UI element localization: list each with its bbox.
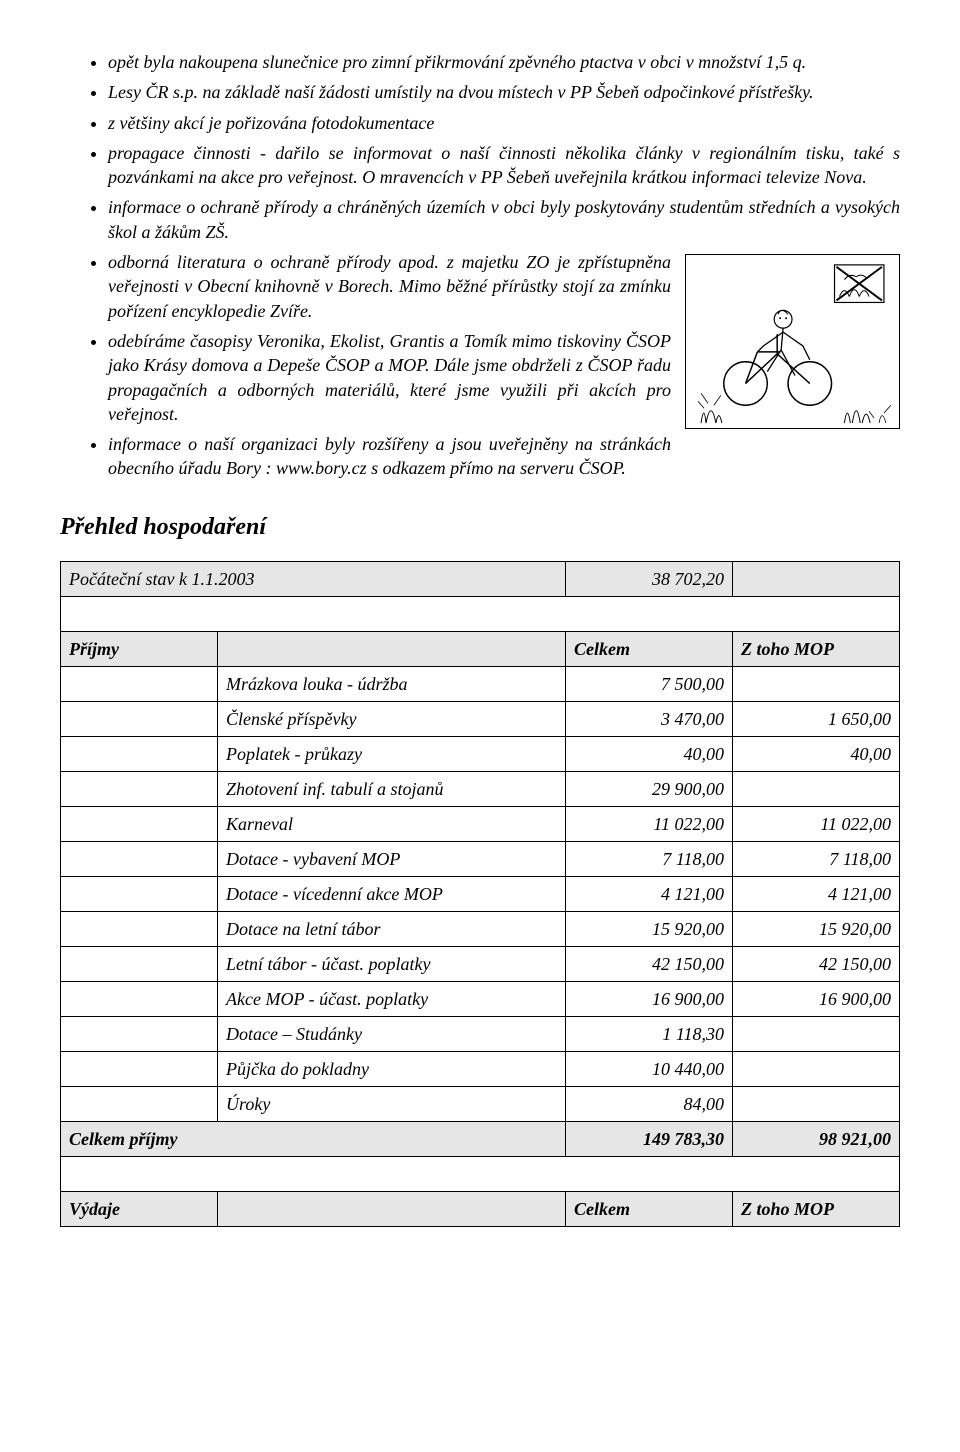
opening-label: Počáteční stav k 1.1.2003 <box>61 562 566 597</box>
row-empty <box>61 667 218 702</box>
row-empty <box>61 1087 218 1122</box>
row-empty <box>61 877 218 912</box>
row-empty <box>61 1017 218 1052</box>
row-value: 7 118,00 <box>566 842 733 877</box>
table-row: Zhotovení inf. tabulí a stojanů 29 900,0… <box>61 772 900 807</box>
row-mop: 7 118,00 <box>733 842 900 877</box>
row-value: 16 900,00 <box>566 982 733 1017</box>
table-row: Členské příspěvky 3 470,00 1 650,00 <box>61 702 900 737</box>
row-value: 84,00 <box>566 1087 733 1122</box>
table-row: Akce MOP - účast. poplatky 16 900,00 16 … <box>61 982 900 1017</box>
row-empty <box>61 737 218 772</box>
table-row: Úroky 84,00 <box>61 1087 900 1122</box>
row-label: Dotace - vybavení MOP <box>218 842 566 877</box>
row-mop: 42 150,00 <box>733 947 900 982</box>
table-row: Karneval 11 022,00 11 022,00 <box>61 807 900 842</box>
row-mop: 16 900,00 <box>733 982 900 1017</box>
row-value: 4 121,00 <box>566 877 733 912</box>
table-row: Letní tábor - účast. poplatky 42 150,00 … <box>61 947 900 982</box>
bullet-item: z většiny akcí je pořizována fotodokumen… <box>108 111 900 135</box>
row-mop <box>733 1017 900 1052</box>
bullet-item: propagace činnosti - dařilo se informova… <box>108 141 900 190</box>
row-value: 11 022,00 <box>566 807 733 842</box>
row-mop <box>733 1087 900 1122</box>
income-header-c: Celkem <box>566 632 733 667</box>
income-header-b <box>218 632 566 667</box>
income-total-c: 149 783,30 <box>566 1122 733 1157</box>
expense-header-a: Výdaje <box>61 1192 218 1227</box>
bullet-item: informace o ochraně přírody a chráněných… <box>108 195 900 244</box>
row-mop <box>733 667 900 702</box>
opening-value: 38 702,20 <box>566 562 733 597</box>
finance-table: Počáteční stav k 1.1.2003 38 702,20 Příj… <box>60 561 900 1227</box>
row-value: 1 118,30 <box>566 1017 733 1052</box>
illustration-cyclist-with-plants-and-no-picking-sign <box>685 254 900 429</box>
income-total-d: 98 921,00 <box>733 1122 900 1157</box>
row-mop: 11 022,00 <box>733 807 900 842</box>
bullet-item: informace o naší organizaci byly rozšíře… <box>108 432 900 481</box>
row-label: Půjčka do pokladny <box>218 1052 566 1087</box>
row-label: Letní tábor - účast. poplatky <box>218 947 566 982</box>
row-label: Dotace - vícedenní akce MOP <box>218 877 566 912</box>
row-label: Karneval <box>218 807 566 842</box>
income-header-a: Příjmy <box>61 632 218 667</box>
row-label: Akce MOP - účast. poplatky <box>218 982 566 1017</box>
bullet-list: opět byla nakoupena slunečnice pro zimní… <box>60 50 900 481</box>
row-mop: 15 920,00 <box>733 912 900 947</box>
row-value: 40,00 <box>566 737 733 772</box>
row-value: 15 920,00 <box>566 912 733 947</box>
row-value: 10 440,00 <box>566 1052 733 1087</box>
row-mop: 1 650,00 <box>733 702 900 737</box>
row-empty <box>61 807 218 842</box>
bullet-item: opět byla nakoupena slunečnice pro zimní… <box>108 50 900 74</box>
income-total-label: Celkem příjmy <box>61 1122 566 1157</box>
row-empty <box>61 912 218 947</box>
row-value: 3 470,00 <box>566 702 733 737</box>
table-row: Půjčka do pokladny 10 440,00 <box>61 1052 900 1087</box>
row-empty <box>61 842 218 877</box>
row-mop: 40,00 <box>733 737 900 772</box>
row-value: 29 900,00 <box>566 772 733 807</box>
opening-empty <box>733 562 900 597</box>
row-label: Členské příspěvky <box>218 702 566 737</box>
table-row: Dotace - vícedenní akce MOP 4 121,00 4 1… <box>61 877 900 912</box>
row-empty <box>61 982 218 1017</box>
row-label: Dotace – Studánky <box>218 1017 566 1052</box>
row-label: Poplatek - průkazy <box>218 737 566 772</box>
table-row: Mrázkova louka - údržba 7 500,00 <box>61 667 900 702</box>
table-row: Poplatek - průkazy 40,00 40,00 <box>61 737 900 772</box>
row-label: Zhotovení inf. tabulí a stojanů <box>218 772 566 807</box>
row-empty <box>61 772 218 807</box>
row-value: 42 150,00 <box>566 947 733 982</box>
row-label: Dotace na letní tábor <box>218 912 566 947</box>
section-heading: Přehled hospodaření <box>60 511 900 543</box>
expense-header-d: Z toho MOP <box>733 1192 900 1227</box>
expense-header-c: Celkem <box>566 1192 733 1227</box>
expense-header-b <box>218 1192 566 1227</box>
row-empty <box>61 947 218 982</box>
table-row: Dotace - vybavení MOP 7 118,00 7 118,00 <box>61 842 900 877</box>
row-mop: 4 121,00 <box>733 877 900 912</box>
table-row: Dotace na letní tábor 15 920,00 15 920,0… <box>61 912 900 947</box>
row-empty <box>61 702 218 737</box>
row-value: 7 500,00 <box>566 667 733 702</box>
table-row: Dotace – Studánky 1 118,30 <box>61 1017 900 1052</box>
bullet-item: Lesy ČR s.p. na základě naší žádosti umí… <box>108 80 900 104</box>
row-mop <box>733 1052 900 1087</box>
row-label: Úroky <box>218 1087 566 1122</box>
income-header-d: Z toho MOP <box>733 632 900 667</box>
row-mop <box>733 772 900 807</box>
row-label: Mrázkova louka - údržba <box>218 667 566 702</box>
row-empty <box>61 1052 218 1087</box>
